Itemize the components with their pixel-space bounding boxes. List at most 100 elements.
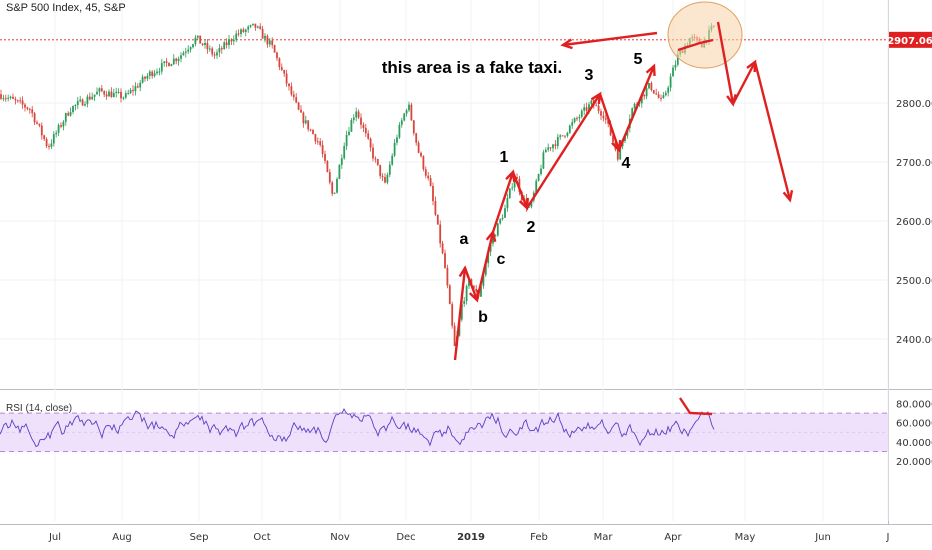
candle-body: [504, 208, 506, 218]
candle-body: [432, 185, 434, 202]
candle-body: [24, 104, 26, 108]
note-arrow: [562, 31, 658, 47]
candle-body: [499, 219, 502, 224]
candle-body: [554, 144, 557, 146]
forecast-arrow-3-head: [782, 189, 794, 203]
candle-body: [583, 107, 586, 111]
candle-body: [158, 71, 161, 73]
candle-body: [643, 94, 646, 97]
candle-body: [528, 206, 530, 208]
candle-body: [448, 285, 451, 305]
candle-body: [669, 76, 672, 88]
candle-body: [345, 134, 348, 147]
candle-body: [57, 125, 60, 133]
candle-body: [357, 111, 360, 118]
candle-body: [434, 201, 437, 215]
candle-body: [657, 94, 660, 98]
candle-body: [108, 91, 110, 97]
time-tick-label: Jun: [814, 532, 831, 543]
wave-arrow-b: [463, 267, 479, 301]
candle-body: [220, 48, 223, 50]
candle-body: [412, 120, 415, 134]
candle-body: [333, 192, 336, 194]
candle-body: [180, 55, 182, 59]
price-panel: [0, 0, 888, 388]
rsi-line: [0, 408, 715, 448]
candle-body: [261, 28, 264, 39]
candle-body: [602, 115, 605, 119]
candle-body: [194, 37, 197, 45]
candle-body: [429, 178, 432, 186]
candle-body: [645, 88, 648, 97]
candle-body: [40, 125, 43, 136]
candle-body: [252, 23, 254, 26]
candle-body: [69, 112, 72, 116]
wave-label: 3: [585, 67, 594, 84]
candle-body: [297, 102, 300, 110]
wave-arrow-1: [491, 171, 515, 233]
candle-body: [496, 223, 499, 236]
time-tick-label: 2019: [457, 532, 485, 543]
candle-body: [148, 71, 151, 76]
candle-body: [372, 147, 374, 159]
candle-body: [295, 97, 298, 103]
candle-body: [256, 26, 259, 28]
candle-body: [48, 146, 50, 148]
symbol-title: S&P 500 Index, 45, S&P: [6, 2, 126, 14]
candle-body: [379, 164, 382, 177]
candle-body: [444, 253, 446, 268]
candle-body: [134, 86, 137, 92]
candle-body: [139, 82, 142, 88]
candle-body: [309, 129, 312, 131]
candle-body: [667, 87, 670, 93]
candle-body: [588, 104, 590, 111]
candle-body: [376, 159, 379, 165]
candle-body: [472, 285, 475, 289]
price-tick-label: 2500.00: [896, 276, 932, 287]
candle-body: [609, 123, 612, 136]
candle-body: [160, 63, 163, 72]
wave-arrow-5-head: [645, 63, 656, 77]
candle-body: [336, 178, 338, 193]
candle-body: [585, 107, 588, 111]
candle-body: [391, 155, 394, 165]
rsi-tick-label: 80.0000: [896, 400, 932, 411]
candle-body: [21, 100, 24, 105]
time-tick-label: Apr: [664, 532, 682, 543]
candle-body: [268, 40, 271, 45]
candle-body: [285, 73, 288, 84]
candle-body: [276, 52, 278, 59]
wave-arrow-a: [453, 267, 467, 361]
candle-body: [674, 64, 677, 68]
current-price-badge: [889, 31, 932, 48]
candle-body: [506, 198, 509, 209]
candle-body: [247, 26, 250, 30]
candle-body: [189, 47, 192, 50]
candle-body: [271, 40, 274, 46]
candle-body: [511, 187, 514, 189]
candle-body: [453, 325, 456, 346]
rsi-tick-label: 60.0000: [896, 419, 932, 430]
candle-body: [26, 107, 29, 110]
candle-body: [50, 143, 53, 147]
candle-body: [530, 200, 533, 207]
forecast-arrow-3: [753, 61, 792, 201]
candle-body: [552, 144, 554, 149]
candle-body: [249, 25, 252, 27]
candle-body: [122, 97, 125, 99]
candle-body: [316, 141, 319, 143]
candle-body: [4, 98, 7, 100]
candle-body: [564, 135, 566, 137]
candle-body: [280, 67, 283, 70]
candle-body: [74, 104, 77, 107]
candle-body: [199, 35, 202, 44]
candle-body: [110, 91, 113, 98]
candle-body: [324, 153, 326, 161]
forecast-arrow-2: [731, 61, 757, 105]
candle-body: [120, 91, 122, 99]
candle-body: [573, 118, 576, 123]
candle-body: [115, 91, 118, 93]
candle-body: [79, 99, 82, 102]
